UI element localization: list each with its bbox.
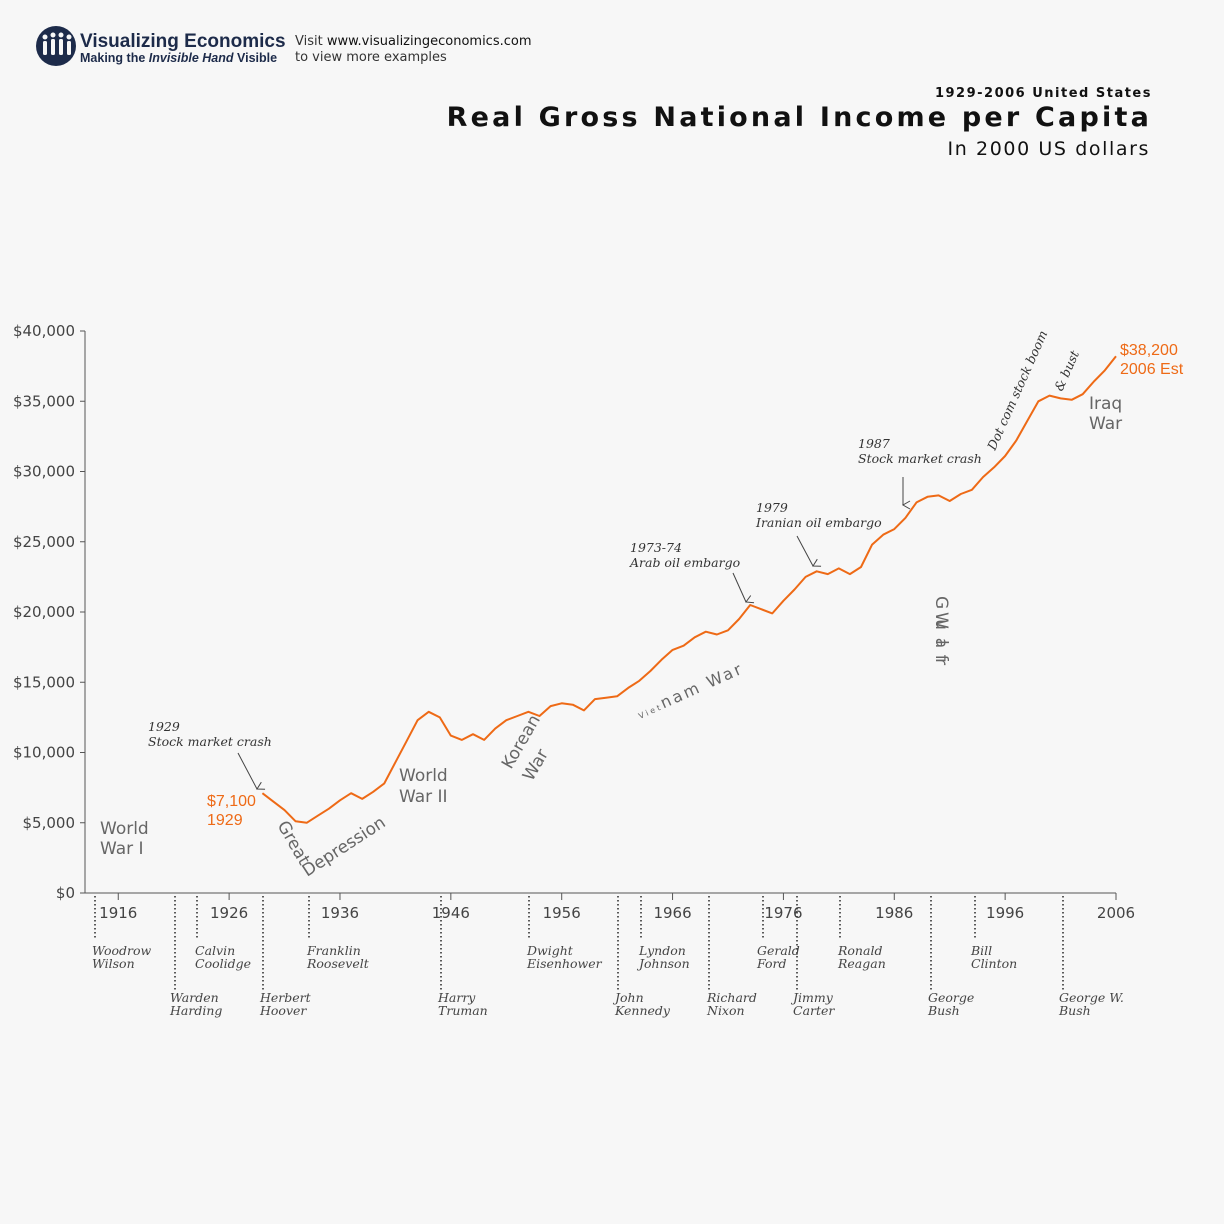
- event-arrow-icon: [732, 572, 755, 604]
- brand-logo[interactable]: Visualizing Economics Making the Invisib…: [36, 26, 286, 66]
- president-name: Gerald: [757, 943, 800, 958]
- chart-title: Real Gross National Income per Capita: [447, 102, 1152, 133]
- event-year: 1929: [148, 719, 180, 734]
- x-axis: 1916 1926 1936 1946 1956 1966 1976 1986 1996 2006: [85, 892, 1135, 922]
- president-name: Warden: [170, 990, 219, 1005]
- brand-name: Visualizing Economics: [80, 31, 286, 52]
- x-tick-label: 1916: [99, 904, 137, 922]
- y-tick-label: $0: [56, 884, 75, 902]
- x-tick-label: 1996: [986, 904, 1024, 922]
- event-arrow-icon: [237, 752, 266, 790]
- gulf-label-2: War: [931, 612, 951, 675]
- event-1929-crash: 1929 Stock market crash: [148, 719, 272, 790]
- x-tick-label: 2006: [1097, 904, 1135, 922]
- president-name: Woodrow: [92, 943, 152, 958]
- president-surname: Roosevelt: [306, 956, 370, 971]
- vietnam-label: Vietnam War: [634, 659, 747, 723]
- president-name: Franklin: [306, 943, 361, 958]
- president-surname: Bush: [1058, 1003, 1091, 1018]
- event-label: Stock market crash: [858, 451, 982, 466]
- president-name: Harry: [437, 990, 476, 1005]
- y-axis: $0 $5,000 $10,000 $15,000 $20,000 $25,000 $30,…: [13, 322, 86, 902]
- y-tick-label: $20,000: [13, 603, 75, 621]
- president-name: Dwight: [526, 943, 574, 958]
- x-tick-label: 1926: [210, 904, 248, 922]
- president-name: George: [928, 990, 974, 1005]
- x-tick-label: 1976: [764, 904, 802, 922]
- ww2-label: World: [399, 766, 448, 786]
- gni-per-capita-line: [261, 355, 1117, 824]
- president-surname: Coolidge: [195, 956, 251, 971]
- y-tick-label: $30,000: [13, 463, 75, 481]
- iraq-label-2: War: [1089, 414, 1122, 434]
- president-surname: Ford: [756, 956, 787, 971]
- y-tick-label: $10,000: [13, 744, 75, 762]
- president-name: John: [612, 990, 644, 1005]
- president-name: Bill: [970, 943, 992, 958]
- president-surname: Kennedy: [614, 1003, 671, 1018]
- president-surname: Wilson: [92, 956, 135, 971]
- ww1-label-2: War I: [100, 839, 144, 859]
- president-surname: Carter: [793, 1003, 835, 1018]
- start-value-label: $7,100: [207, 793, 256, 810]
- event-label: Stock market crash: [148, 734, 272, 749]
- president-name: Richard: [706, 990, 757, 1005]
- y-tick-label: $35,000: [13, 392, 75, 410]
- president-name: Ronald: [837, 943, 882, 958]
- event-year: 1979: [756, 500, 788, 515]
- gulf-label: Gulf: [931, 596, 951, 671]
- event-arrow-icon: [796, 535, 822, 567]
- president-surname: Clinton: [971, 956, 1017, 971]
- president-name: Jimmy: [790, 990, 834, 1005]
- event-iranian-embargo: 1979 Iranian oil embargo: [755, 500, 882, 567]
- ww2-label-2: War II: [399, 787, 448, 807]
- event-year: 1973-74: [630, 540, 682, 555]
- president-surname: Hoover: [259, 1003, 307, 1018]
- y-tick-label: $25,000: [13, 533, 75, 551]
- event-year: 1987: [858, 436, 890, 451]
- president-surname: Reagan: [837, 956, 886, 971]
- chart-subtitle: In 2000 US dollars: [948, 138, 1150, 160]
- iraq-label: Iraq: [1089, 394, 1122, 414]
- y-tick-label: $5,000: [23, 814, 76, 832]
- ww1-label: World: [100, 819, 149, 839]
- dotcom-label-2: & bust: [1051, 347, 1082, 393]
- brand-tagline: Making the Invisible Hand Visible: [80, 51, 277, 65]
- y-tick-label: $40,000: [13, 322, 75, 340]
- website-link[interactable]: www.visualizingeconomics.com: [327, 34, 532, 49]
- start-year-label: 1929: [207, 812, 243, 829]
- x-tick-label: 1956: [543, 904, 581, 922]
- y-tick-label: $15,000: [13, 673, 75, 691]
- event-label: Arab oil embargo: [629, 555, 740, 570]
- president-name: George W.: [1059, 990, 1124, 1005]
- president-term-markers: [94, 896, 1064, 990]
- president-surname: Truman: [438, 1003, 488, 1018]
- end-year-label: 2006 Est: [1120, 361, 1184, 378]
- depression-label: Depression: [299, 813, 390, 882]
- chart-supertitle: 1929-2006 United States: [935, 86, 1152, 101]
- visit-line-2: to view more examples: [295, 50, 447, 65]
- president-name: Herbert: [259, 990, 312, 1005]
- x-tick-label: 1966: [653, 904, 691, 922]
- visit-line: Visit www.visualizingeconomics.com: [295, 34, 532, 49]
- president-surname: Eisenhower: [526, 956, 603, 971]
- people-figures: [42, 32, 72, 55]
- dotcom-label: Dot com stock boom: [984, 328, 1051, 453]
- x-tick-label: 1986: [875, 904, 913, 922]
- event-label: Iranian oil embargo: [755, 515, 882, 530]
- president-name: Lyndon: [638, 943, 686, 958]
- x-tick-label: 1936: [321, 904, 359, 922]
- event-arab-embargo: 1973-74 Arab oil embargo: [629, 540, 755, 604]
- president-surname: Bush: [927, 1003, 960, 1018]
- president-surname: Nixon: [706, 1003, 745, 1018]
- x-tick-label: 1946: [432, 904, 470, 922]
- president-name: Calvin: [195, 943, 235, 958]
- president-surname: Johnson: [636, 956, 690, 971]
- president-surname: Harding: [169, 1003, 222, 1018]
- end-value-label: $38,200: [1120, 342, 1178, 359]
- event-1987-crash: 1987 Stock market crash: [858, 436, 982, 510]
